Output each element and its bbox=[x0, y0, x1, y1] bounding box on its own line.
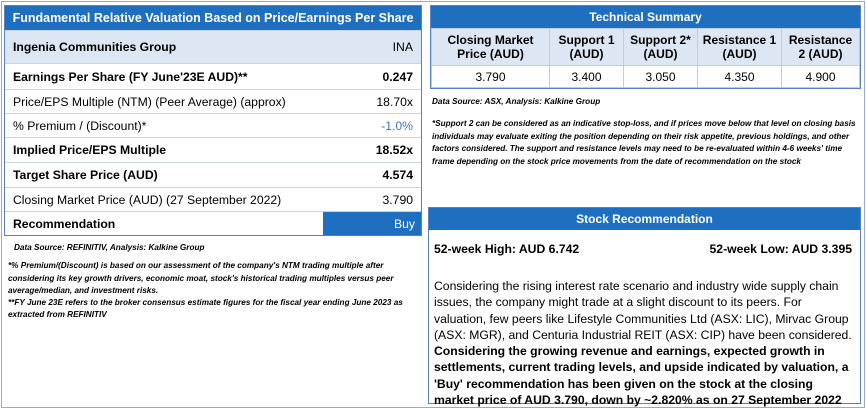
closing-price-label: Closing Market Price (AUD) (27 September… bbox=[13, 192, 282, 207]
company-ticker: INA bbox=[392, 40, 413, 54]
premium-row: % Premium / (Discount)* -1.0% bbox=[5, 113, 421, 137]
header-support-1: Support 1 (AUD) bbox=[549, 28, 624, 66]
eps-value: 0.247 bbox=[382, 69, 414, 84]
technical-table: Closing Market Price (AUD) Support 1 (AU… bbox=[431, 28, 860, 88]
header-resistance-1: Resistance 1 (AUD) bbox=[697, 28, 782, 66]
eps-label: Earnings Per Share (FY June'23E AUD)** bbox=[13, 69, 248, 84]
pe-multiple-value: 18.70x bbox=[376, 94, 413, 109]
valuation-panel: Fundamental Relative Valuation Based on … bbox=[4, 5, 422, 322]
recommendation-text-bold: Considering the growing revenue and earn… bbox=[434, 344, 849, 408]
implied-multiple-label: Implied Price/EPS Multiple bbox=[13, 143, 167, 157]
technical-header-row: Closing Market Price (AUD) Support 1 (AU… bbox=[431, 28, 860, 66]
recommendation-row: Recommendation Buy bbox=[5, 211, 421, 235]
technical-source: Data Source: ASX, Analysis: Kalkine Grou… bbox=[432, 97, 601, 106]
value-resistance-2: 4.900 bbox=[781, 65, 860, 88]
valuation-notes: Data Source: REFINITIV, Analysis: Kalkin… bbox=[4, 242, 412, 322]
stock-recommendation-panel: Stock Recommendation 52-week High: AUD 6… bbox=[428, 207, 861, 407]
value-support-2: 3.050 bbox=[623, 65, 698, 88]
value-resistance-1: 4.350 bbox=[697, 65, 782, 88]
implied-multiple-value: 18.52x bbox=[375, 143, 413, 157]
target-price-value: 4.574 bbox=[382, 168, 414, 182]
target-price-label: Target Share Price (AUD) bbox=[13, 168, 158, 182]
company-name: Ingenia Communities Group bbox=[13, 40, 177, 54]
header-support-2: Support 2* (AUD) bbox=[623, 28, 698, 66]
technical-summary-title: Technical Summary bbox=[431, 6, 860, 28]
target-price-row: Target Share Price (AUD) 4.574 bbox=[5, 162, 421, 187]
eps-row: Earnings Per Share (FY June'23E AUD)** 0… bbox=[5, 63, 421, 89]
premium-value: -1.0% bbox=[381, 118, 413, 133]
recommendation-value: Buy bbox=[323, 212, 421, 235]
recommendation-paragraph: Considering the rising interest rate sce… bbox=[429, 278, 860, 408]
closing-price-value: 3.790 bbox=[382, 192, 414, 207]
implied-multiple-row: Implied Price/EPS Multiple 18.52x bbox=[5, 137, 421, 162]
header-resistance-2: Resistance 2 (AUD) bbox=[781, 28, 860, 66]
recommendation-label: Recommendation bbox=[13, 216, 116, 231]
recommendation-text-plain: Considering the rising interest rate sce… bbox=[434, 279, 852, 342]
52-week-range: 52-week High: AUD 6.742 52-week Low: AUD… bbox=[429, 242, 860, 256]
header-closing-price: Closing Market Price (AUD) bbox=[431, 28, 550, 66]
technical-summary-panel: Technical Summary Closing Market Price (… bbox=[430, 5, 861, 89]
stock-recommendation-title: Stock Recommendation bbox=[429, 208, 860, 230]
52-week-high: 52-week High: AUD 6.742 bbox=[434, 242, 580, 256]
valuation-source: Data Source: REFINITIV, Analysis: Kalkin… bbox=[14, 243, 205, 252]
value-closing-price: 3.790 bbox=[431, 65, 550, 88]
valuation-title: Fundamental Relative Valuation Based on … bbox=[5, 6, 421, 30]
premium-label: % Premium / (Discount)* bbox=[13, 118, 147, 133]
value-support-1: 3.400 bbox=[549, 65, 624, 88]
pe-multiple-row: Price/EPS Multiple (NTM) (Peer Average) … bbox=[5, 89, 421, 113]
52-week-low: 52-week Low: AUD 3.395 bbox=[709, 242, 852, 256]
fy-footnote: **FY June 23E refers to the broker conse… bbox=[8, 298, 403, 320]
technical-footnote: *Support 2 can be considered as an indic… bbox=[432, 119, 856, 166]
company-row: Ingenia Communities Group INA bbox=[5, 30, 421, 63]
premium-footnote: *% Premium/(Discount) is based on our as… bbox=[8, 261, 394, 295]
pe-multiple-label: Price/EPS Multiple (NTM) (Peer Average) … bbox=[13, 94, 286, 109]
valuation-table: Fundamental Relative Valuation Based on … bbox=[4, 5, 422, 236]
technical-value-row: 3.790 3.400 3.050 4.350 4.900 bbox=[431, 65, 860, 88]
closing-price-row: Closing Market Price (AUD) (27 September… bbox=[5, 187, 421, 211]
